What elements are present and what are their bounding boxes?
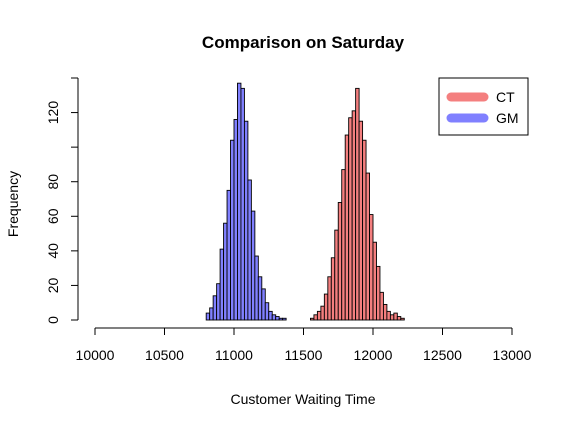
ct-bar	[327, 276, 332, 321]
ct-bar	[330, 257, 336, 321]
legend-label-gm: GM	[496, 110, 519, 126]
chart-title: Comparison on Saturday	[202, 33, 405, 52]
gm-bar	[268, 310, 273, 321]
ct-bar	[379, 291, 384, 321]
y-axis-label: Frequency	[5, 171, 21, 237]
gm-bar	[275, 316, 280, 321]
ct-bar	[382, 303, 388, 321]
ct-bar	[365, 172, 370, 321]
gm-bar	[250, 210, 256, 321]
legend-box	[438, 77, 529, 136]
gm-bar	[264, 302, 270, 321]
ct-bar	[313, 314, 318, 321]
x-axis: 10000 10500 11000 11500 12000 12500 13000	[76, 327, 532, 363]
gm-bar	[257, 276, 263, 321]
ct-bar	[396, 316, 402, 321]
gm-bar	[205, 312, 211, 321]
y-tick-label: 60	[45, 208, 61, 224]
ct-bar	[389, 314, 395, 321]
gm-bar	[233, 119, 238, 321]
ct-bar	[393, 312, 398, 321]
ct-bar	[351, 110, 357, 321]
ct-bar	[355, 87, 360, 321]
gm-bar	[216, 283, 221, 321]
gm-bar	[254, 255, 259, 321]
gm-bar	[237, 82, 242, 321]
ct-series-bars	[310, 87, 405, 321]
ct-bar	[316, 310, 322, 321]
ct-bar	[341, 169, 346, 321]
ct-bar	[358, 120, 364, 321]
ct-bar	[320, 305, 325, 321]
x-tick-label: 11500	[285, 347, 323, 363]
ct-bar	[348, 117, 353, 321]
ct-bar	[310, 317, 315, 321]
y-tick-label: 120	[45, 101, 61, 125]
gm-bar	[247, 179, 252, 321]
gm-bar	[243, 120, 249, 321]
gm-bar	[209, 307, 214, 321]
x-tick-label: 11000	[215, 347, 253, 363]
y-axis: 0 20 40 60 80 120	[45, 77, 79, 324]
y-tick-label: 80	[45, 174, 61, 190]
ct-bar	[369, 214, 374, 321]
gm-bar	[226, 189, 231, 321]
gm-bar	[212, 295, 218, 321]
ct-bar	[344, 134, 350, 321]
ct-bar	[362, 139, 367, 321]
x-tick-label: 12000	[354, 347, 393, 363]
x-axis-label: Customer Waiting Time	[231, 391, 376, 407]
ct-bar	[372, 241, 377, 321]
y-tick-label: 20	[45, 277, 61, 293]
x-tick-label: 12500	[423, 347, 462, 363]
x-tick-label: 10500	[145, 347, 184, 363]
legend-label-ct: CT	[496, 89, 515, 105]
gm-bar	[219, 248, 225, 321]
gm-bar	[278, 317, 284, 321]
ct-bar	[323, 293, 329, 321]
gm-bar	[282, 317, 287, 321]
gm-bar	[223, 222, 228, 321]
x-tick-label: 13000	[493, 347, 532, 363]
gm-bar	[271, 314, 277, 321]
ct-bar	[376, 265, 381, 321]
ct-bar	[334, 229, 339, 321]
ct-bar	[386, 310, 391, 321]
ct-bar	[337, 202, 343, 321]
gm-series-bars	[205, 82, 287, 321]
gm-bar	[261, 288, 266, 321]
y-tick-label: 40	[45, 243, 61, 259]
ct-bar	[400, 317, 405, 321]
y-tick-label: 0	[45, 316, 61, 324]
gm-bar	[230, 139, 235, 321]
gm-bar	[240, 87, 245, 321]
x-tick-label: 10000	[76, 347, 115, 363]
chart-legend: CT GM	[438, 77, 529, 136]
